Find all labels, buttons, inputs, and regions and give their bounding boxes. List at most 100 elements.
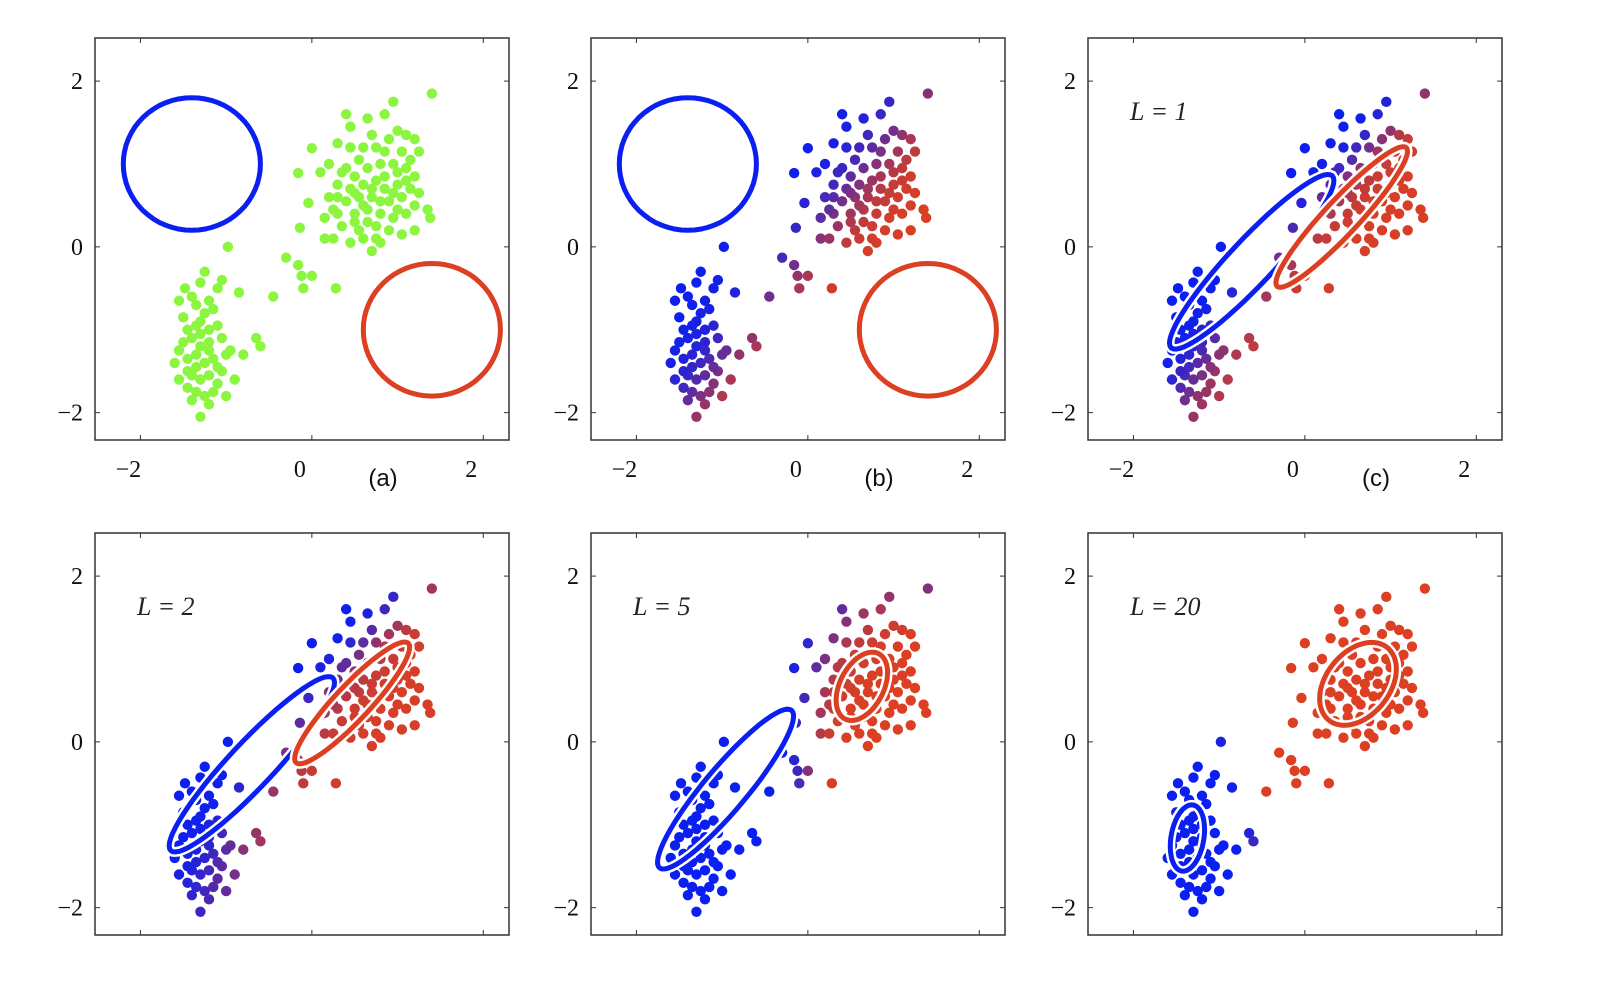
data-point: [1201, 881, 1212, 893]
data-point: [1351, 674, 1362, 685]
data-point: [764, 291, 775, 302]
data-point: [330, 778, 342, 789]
data-point: [1231, 844, 1242, 855]
data-point: [1196, 370, 1208, 381]
data-point: [199, 885, 210, 897]
data-point: [1419, 88, 1431, 99]
data-point: [905, 666, 916, 677]
data-point: [884, 591, 895, 603]
data-point: [383, 225, 395, 236]
data-point: [875, 146, 886, 157]
axes-frame: [590, 37, 1006, 441]
data-point: [426, 583, 438, 594]
data-point: [340, 109, 352, 120]
y-tick-label: 0: [71, 235, 83, 261]
data-point: [1188, 823, 1199, 835]
axes-frame: [590, 532, 1006, 936]
data-point: [366, 129, 378, 141]
data-point: [1222, 869, 1233, 880]
data-point: [918, 204, 929, 215]
plot-area: [1162, 88, 1431, 422]
data-point: [892, 686, 904, 698]
data-point: [190, 361, 202, 373]
data-point: [173, 345, 185, 356]
data-point: [1285, 167, 1297, 179]
data-point: [1372, 666, 1383, 677]
data-point: [178, 831, 189, 843]
data-point: [686, 320, 698, 331]
data-point: [396, 724, 408, 735]
data-point: [708, 361, 719, 373]
y-tick-label: 0: [1064, 235, 1076, 261]
data-point: [366, 740, 378, 752]
data-point: [1372, 171, 1383, 182]
data-point: [199, 266, 210, 277]
data-point: [405, 183, 416, 195]
data-point: [330, 283, 342, 294]
data-point: [691, 869, 702, 880]
data-point: [208, 353, 219, 364]
data-point: [1213, 885, 1225, 897]
data-point: [1196, 345, 1208, 356]
data-point: [729, 782, 741, 793]
data-point: [212, 778, 223, 789]
data-point: [208, 386, 219, 398]
data-point: [1415, 204, 1426, 215]
data-point: [1329, 220, 1341, 232]
data-point: [383, 196, 395, 207]
data-point: [879, 133, 891, 145]
data-point: [195, 823, 206, 835]
panel-5: −2 0 2 L = 5: [553, 532, 1006, 936]
data-point: [306, 143, 318, 154]
data-point: [678, 324, 689, 335]
data-point: [1166, 790, 1178, 801]
y-tick-label: 0: [567, 730, 579, 756]
data-point: [819, 158, 831, 170]
data-point: [340, 162, 352, 174]
data-point: [370, 220, 382, 232]
data-point: [212, 361, 223, 373]
data-point: [336, 715, 348, 727]
data-point: [370, 715, 382, 727]
data-point: [776, 252, 788, 263]
data-point: [388, 707, 399, 719]
data-point: [901, 154, 912, 166]
data-point: [708, 283, 719, 294]
data-point: [708, 815, 719, 826]
data-point: [383, 628, 395, 640]
data-point: [195, 341, 206, 352]
data-point: [1338, 637, 1349, 648]
axes-frame: [94, 532, 510, 936]
iteration-label: L = 1: [1129, 97, 1188, 126]
data-point: [909, 682, 921, 694]
data-point: [858, 113, 869, 124]
data-point: [1183, 320, 1195, 331]
data-point: [866, 715, 878, 727]
data-point: [370, 233, 382, 244]
data-point: [1342, 208, 1353, 219]
data-point: [375, 196, 386, 207]
data-point: [1351, 695, 1362, 706]
data-point: [179, 283, 191, 294]
data-point: [212, 378, 223, 389]
data-point: [845, 216, 856, 228]
data-point: [824, 204, 835, 215]
data-point: [695, 885, 706, 897]
data-point: [1355, 657, 1366, 669]
data-point: [182, 324, 193, 335]
data-point: [1402, 628, 1413, 640]
data-point: [208, 881, 219, 893]
data-point: [1183, 361, 1195, 373]
data-point: [1398, 678, 1409, 690]
data-point: [1179, 890, 1191, 901]
data-point: [319, 212, 330, 224]
data-point: [1285, 662, 1297, 674]
data-point: [315, 167, 326, 178]
data-point: [340, 604, 352, 615]
data-point: [892, 641, 904, 652]
data-point: [716, 390, 728, 402]
data-point: [896, 624, 908, 636]
data-point: [1215, 241, 1227, 253]
x-tick-label: 0: [790, 457, 802, 483]
data-point: [173, 790, 185, 801]
